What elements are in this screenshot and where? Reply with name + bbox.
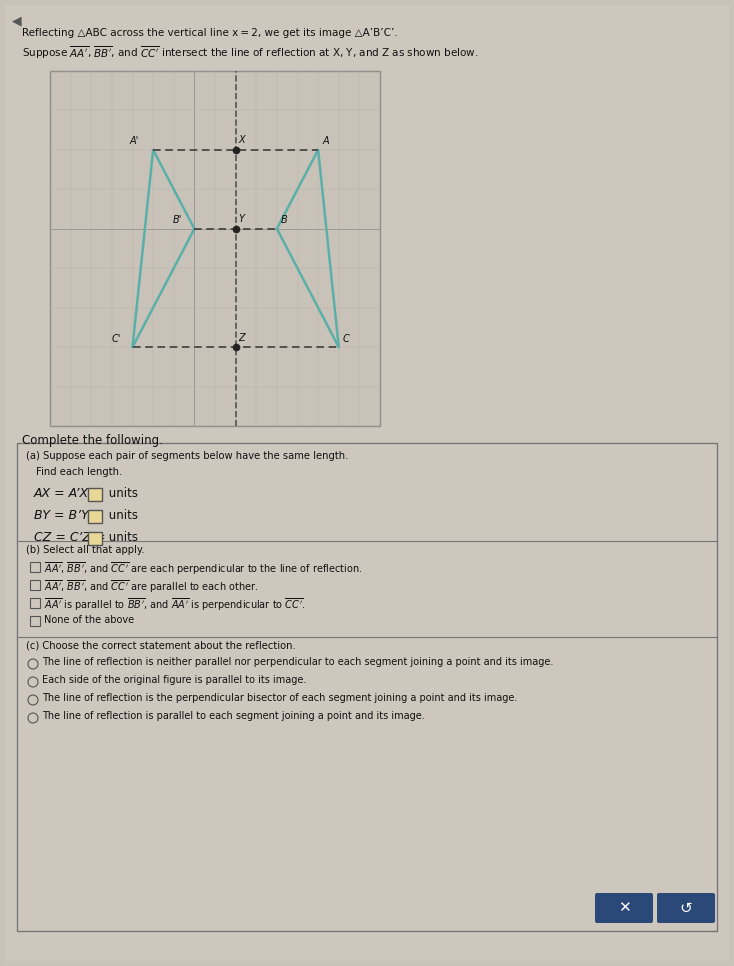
FancyBboxPatch shape — [30, 598, 40, 608]
FancyBboxPatch shape — [17, 443, 717, 931]
FancyBboxPatch shape — [88, 488, 102, 501]
Text: The line of reflection is parallel to each segment joining a point and its image: The line of reflection is parallel to ea… — [42, 711, 425, 721]
Text: AX = A’X =: AX = A’X = — [34, 487, 108, 500]
Text: B: B — [281, 214, 288, 225]
Text: ↺: ↺ — [680, 900, 692, 916]
Text: The line of reflection is the perpendicular bisector of each segment joining a p: The line of reflection is the perpendicu… — [42, 693, 517, 703]
FancyBboxPatch shape — [50, 71, 380, 426]
FancyBboxPatch shape — [30, 580, 40, 590]
Text: Y: Y — [239, 213, 244, 224]
Text: C': C' — [111, 334, 120, 344]
Text: $\overline{AA'}$, $\overline{BB'}$, and $\overline{CC'}$ are each perpendicular : $\overline{AA'}$, $\overline{BB'}$, and … — [44, 561, 363, 578]
Text: Complete the following.: Complete the following. — [22, 434, 163, 447]
Text: ✕: ✕ — [617, 900, 631, 916]
Text: units: units — [105, 487, 138, 500]
FancyBboxPatch shape — [657, 893, 715, 923]
FancyBboxPatch shape — [30, 616, 40, 626]
Text: X: X — [239, 135, 245, 145]
Text: (b) Select all that apply.: (b) Select all that apply. — [26, 545, 145, 555]
Text: A: A — [322, 136, 329, 146]
Text: units: units — [105, 531, 138, 544]
Text: Reflecting △ABC across the vertical line x = 2, we get its image △A’B’C’.: Reflecting △ABC across the vertical line… — [22, 28, 398, 38]
Text: BY = B’Y =: BY = B’Y = — [34, 509, 107, 522]
Text: None of the above: None of the above — [44, 615, 134, 625]
Text: CZ = C’Z =: CZ = C’Z = — [34, 531, 109, 544]
FancyBboxPatch shape — [595, 893, 653, 923]
Text: C: C — [343, 334, 349, 344]
FancyBboxPatch shape — [88, 510, 102, 523]
Text: (a) Suppose each pair of segments below have the same length.: (a) Suppose each pair of segments below … — [26, 451, 349, 461]
Text: Z: Z — [239, 333, 245, 343]
Text: Find each length.: Find each length. — [36, 467, 123, 477]
FancyBboxPatch shape — [88, 532, 102, 545]
FancyBboxPatch shape — [5, 5, 729, 961]
Text: Suppose $\overline{AA'}$, $\overline{BB'}$, and $\overline{CC'}$ intersect the l: Suppose $\overline{AA'}$, $\overline{BB'… — [22, 44, 479, 61]
Text: $\overline{AA'}$ is parallel to $\overline{BB'}$, and $\overline{AA'}$ is perpen: $\overline{AA'}$ is parallel to $\overli… — [44, 597, 305, 613]
Text: ◀: ◀ — [12, 14, 21, 27]
Text: $\overline{AA'}$, $\overline{BB'}$, and $\overline{CC'}$ are parallel to each ot: $\overline{AA'}$, $\overline{BB'}$, and … — [44, 579, 258, 595]
Text: A': A' — [130, 136, 139, 146]
Text: The line of reflection is neither parallel nor perpendicular to each segment joi: The line of reflection is neither parall… — [42, 657, 553, 667]
Text: Each side of the original figure is parallel to its image.: Each side of the original figure is para… — [42, 675, 306, 685]
FancyBboxPatch shape — [30, 562, 40, 572]
Text: (c) Choose the correct statement about the reflection.: (c) Choose the correct statement about t… — [26, 641, 296, 651]
Text: B': B' — [173, 214, 182, 225]
Text: units: units — [105, 509, 138, 522]
